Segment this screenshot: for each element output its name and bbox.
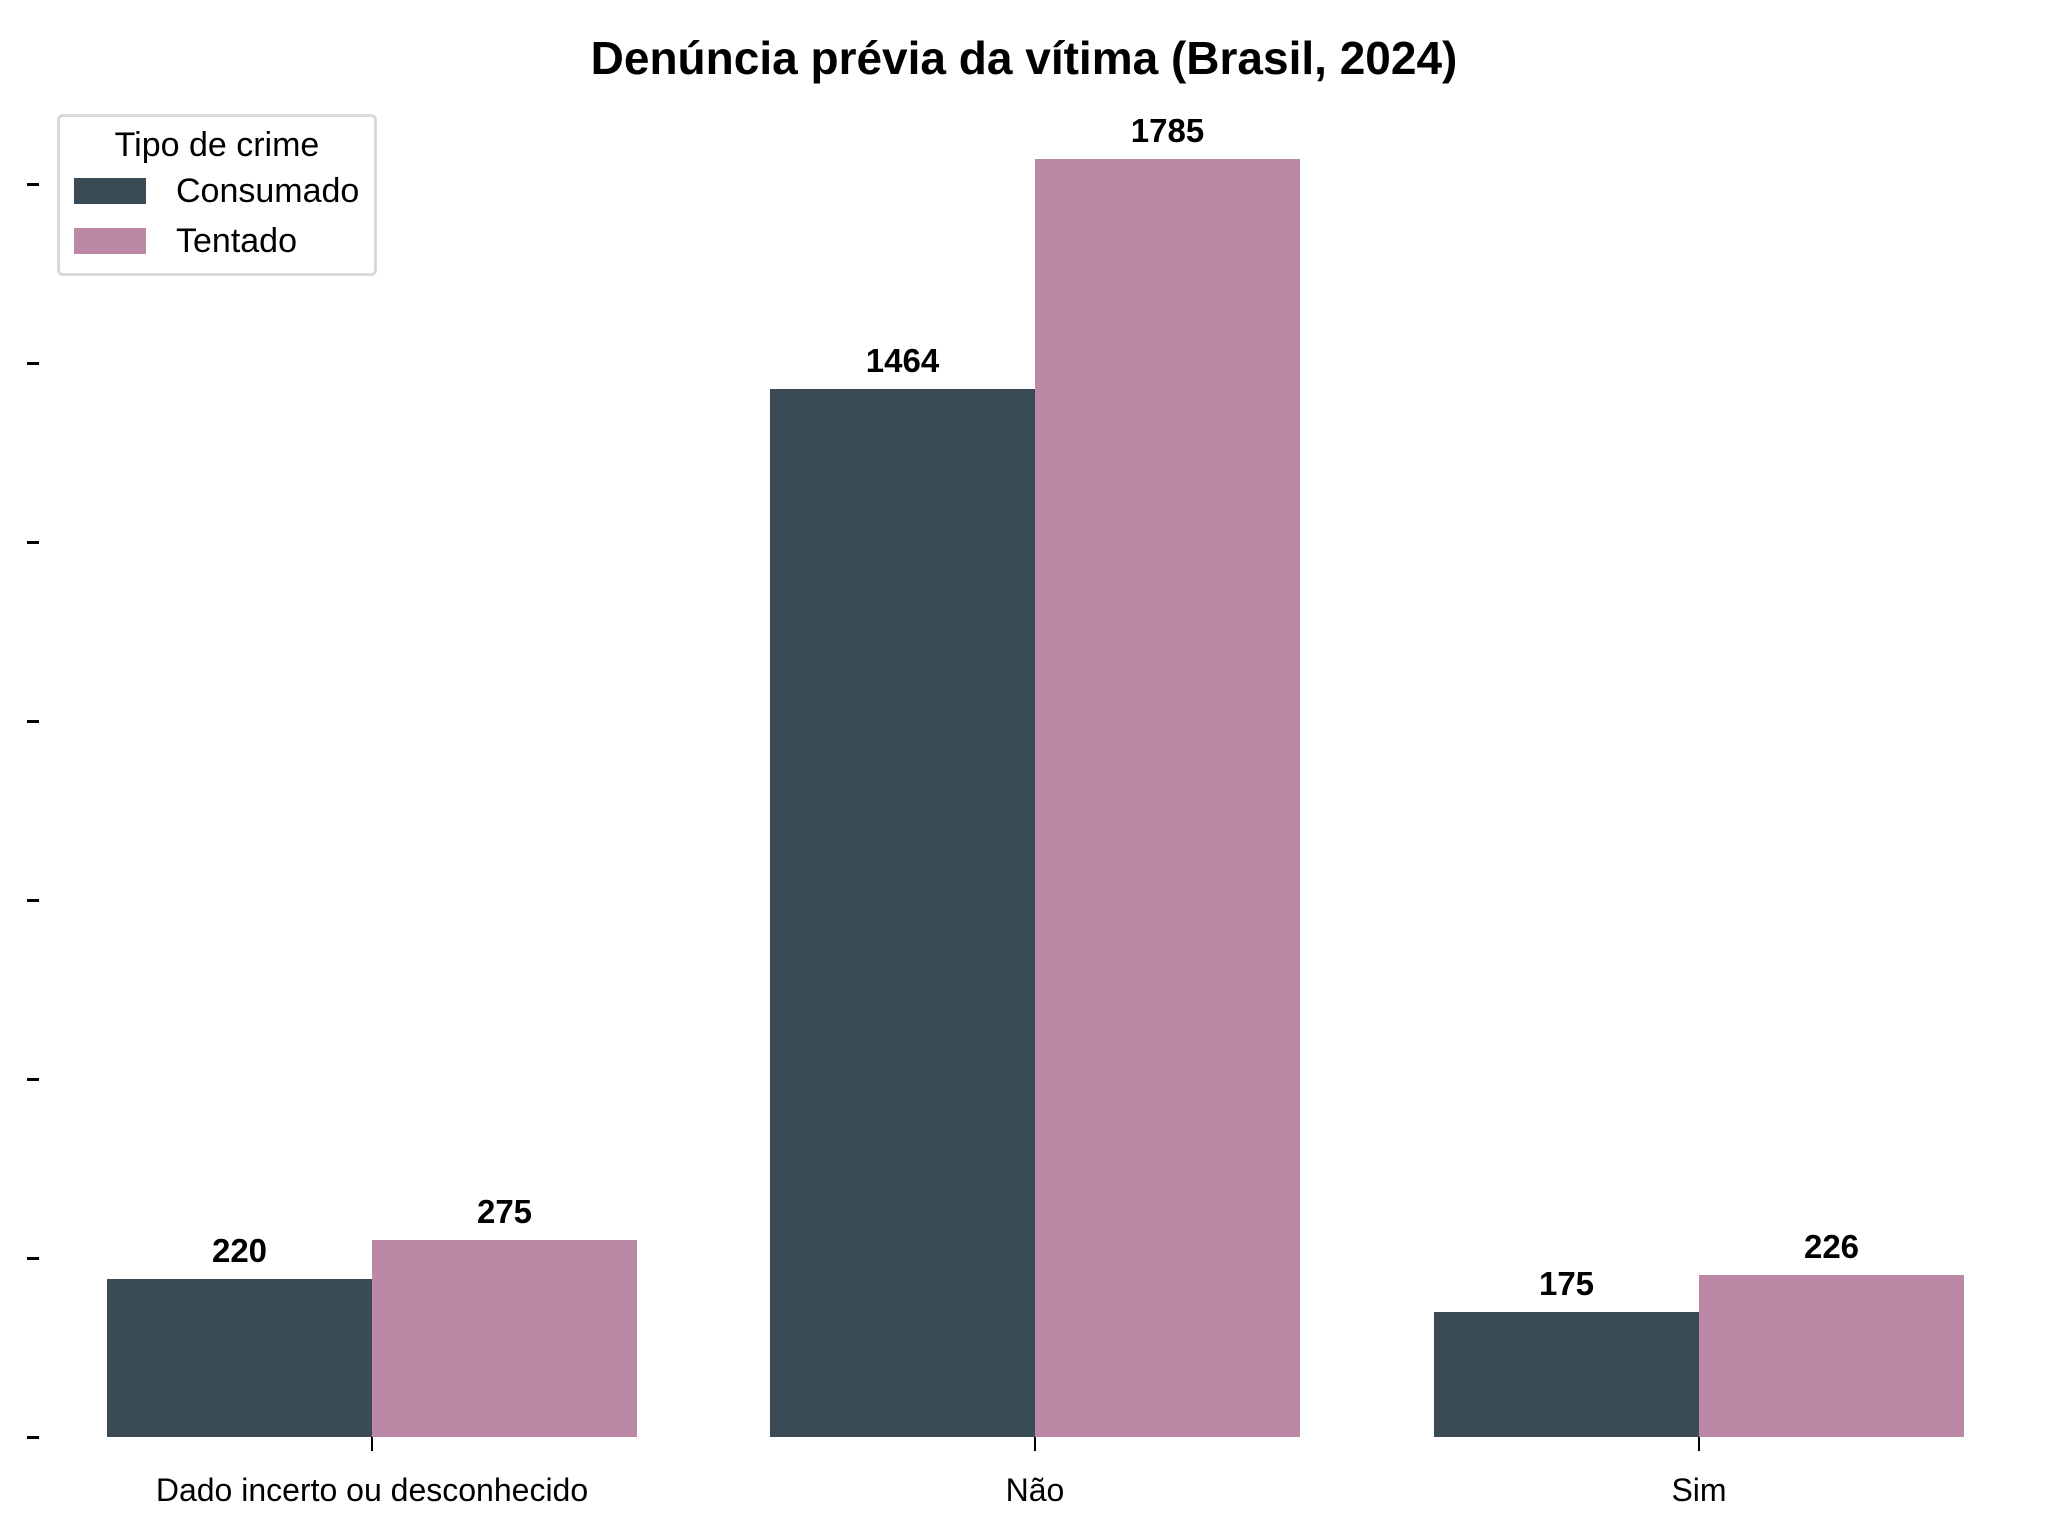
x-tick [1034,1437,1036,1451]
bar-value-label: 1785 [1130,111,1205,149]
legend-label: Tentado [176,222,297,260]
y-tick [27,720,39,723]
bar-value-label: 1464 [865,341,940,379]
bar-consumado [107,1279,372,1437]
bar-tentado [1035,158,1300,1437]
bar-tentado [1699,1275,1964,1437]
y-tick [27,899,39,902]
bar-value-label: 220 [211,1232,268,1270]
bar-consumado [1434,1311,1699,1437]
y-tick [27,1436,39,1439]
legend-swatch-consumado [74,178,146,204]
bar-consumado [770,388,1035,1437]
x-tick [1698,1437,1700,1451]
bar-value-label: 226 [1803,1228,1860,1266]
legend-title: Tipo de crime [114,126,320,164]
x-tick-label: Dado incerto ou desconhecido [155,1472,589,1508]
x-tick [371,1437,373,1451]
y-tick [27,362,39,365]
bar-value-label: 275 [476,1193,533,1231]
y-tick [27,183,39,186]
legend-item-consumado: Consumado [74,171,359,211]
legend-swatch-tentado [74,228,146,254]
chart-title: Denúncia prévia da vítima (Brasil, 2024) [590,32,1458,84]
y-tick [27,1078,39,1081]
legend: Tipo de crime Consumado Tentado [57,114,377,276]
x-tick-label: Sim [1671,1472,1727,1508]
legend-label: Consumado [176,172,360,210]
y-tick [27,541,39,544]
legend-item-tentado: Tentado [74,221,297,261]
y-tick [27,1257,39,1260]
bar-value-label: 175 [1538,1264,1595,1302]
x-tick-label: Não [1005,1472,1065,1508]
bar-tentado [372,1240,637,1437]
